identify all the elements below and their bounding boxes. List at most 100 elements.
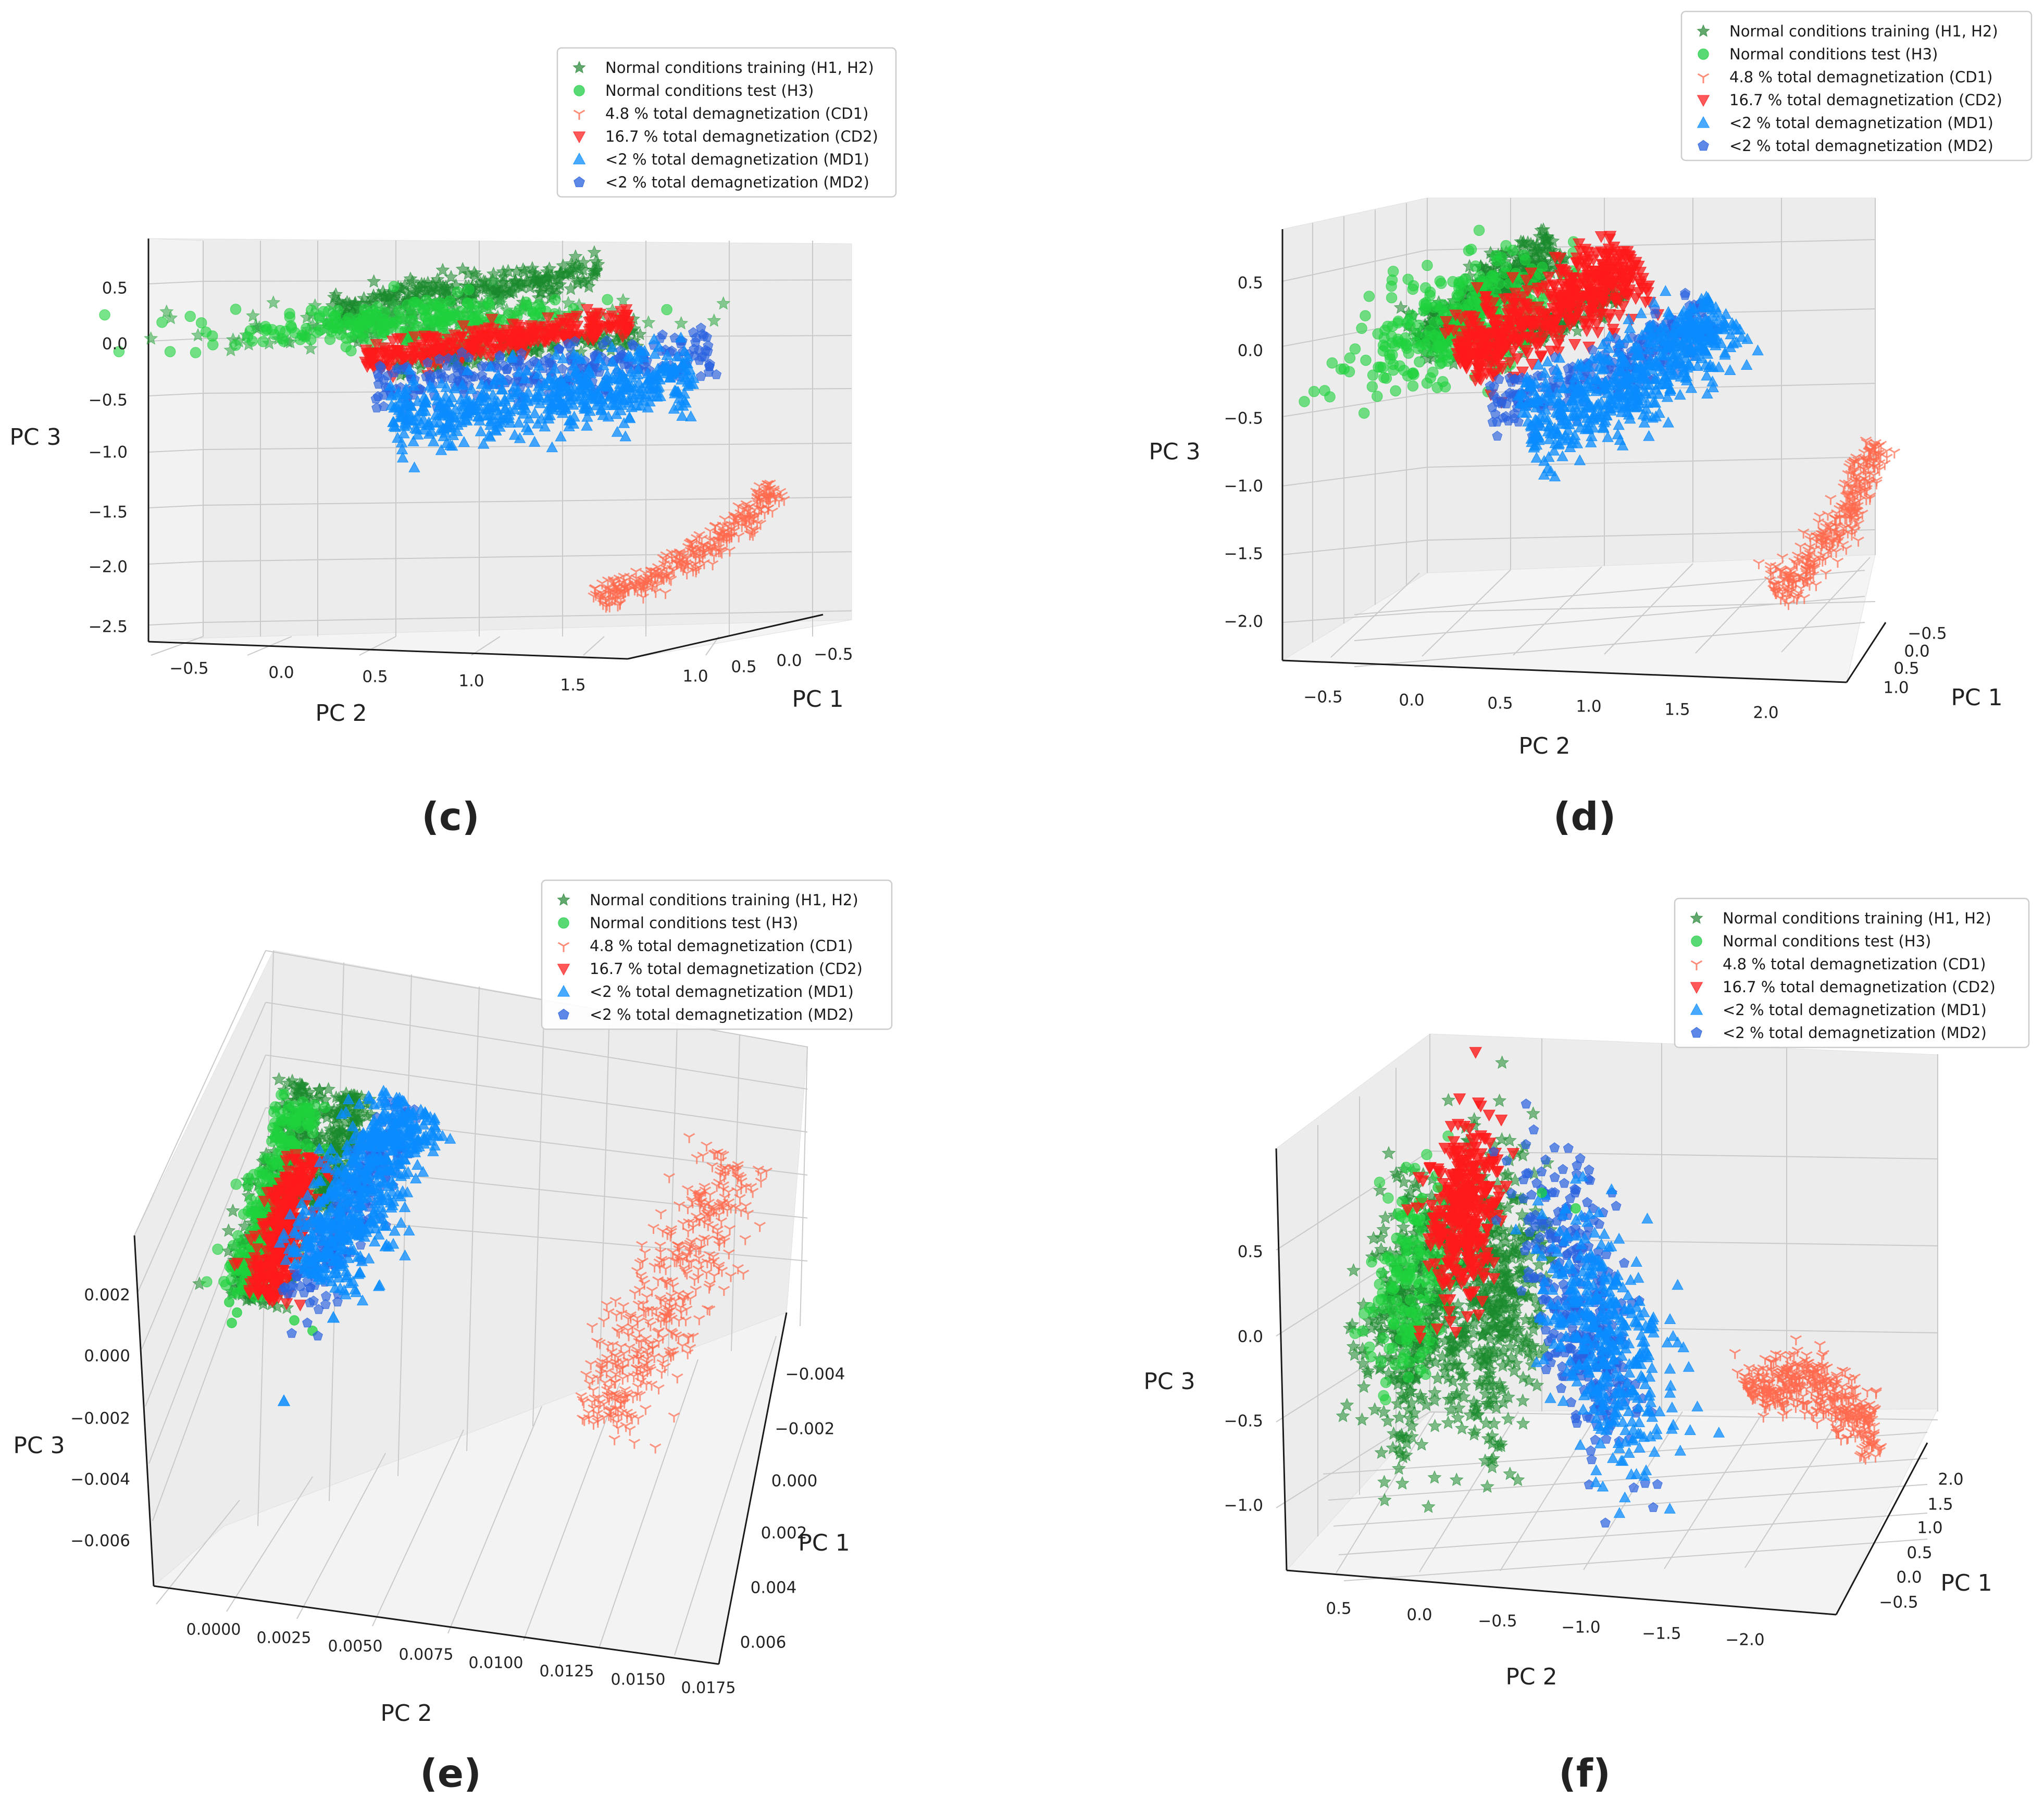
data-point — [1372, 391, 1383, 402]
pc1-tick-label: 1.0 — [682, 667, 708, 686]
data-point — [444, 269, 458, 283]
data-point — [159, 304, 174, 318]
gridline — [705, 636, 719, 656]
legend-entry: Normal conditions training (H1, H2) — [1697, 22, 1998, 40]
data-point — [385, 321, 397, 333]
data-point — [533, 276, 547, 290]
legend-marker-circle — [1698, 48, 1709, 60]
data-point — [463, 284, 475, 295]
pc1-axis-line — [627, 614, 824, 660]
legend-label: Normal conditions test (H3) — [1729, 45, 1938, 63]
pc1-tick-label: 1.0 — [1883, 679, 1909, 697]
data-point — [1407, 380, 1419, 392]
pc2-tick-label: 1.5 — [560, 676, 585, 695]
data-point — [435, 263, 450, 277]
data-point — [616, 293, 630, 307]
pc3-tick-label: 0.0 — [1238, 342, 1263, 360]
data-point — [1390, 385, 1401, 397]
pc2-axis-title: PC 2 — [1518, 733, 1570, 759]
data-point — [1299, 396, 1310, 407]
pc3-tick-label: −0.5 — [89, 391, 128, 410]
data-point — [503, 285, 518, 299]
legend-entry: <2 % total demagnetization (MD2) — [1698, 137, 1993, 155]
data-point — [549, 294, 561, 306]
data-point — [541, 270, 556, 284]
data-point — [164, 346, 176, 357]
data-point — [1401, 318, 1413, 329]
pc1-axis-title: PC 1 — [792, 686, 843, 713]
legend-label: 4.8 % total demagnetization (CD1) — [1729, 68, 1992, 86]
gridline — [203, 496, 852, 506]
data-point — [462, 298, 474, 309]
gridline — [359, 636, 396, 656]
panel-caption: (c) — [421, 795, 480, 840]
data-point — [285, 320, 297, 332]
data-point — [1518, 249, 1530, 261]
data-point — [357, 328, 369, 339]
gridline — [583, 636, 605, 656]
data-point — [190, 347, 202, 358]
data-point — [408, 285, 422, 299]
pc2-tick-label: 1.0 — [458, 672, 484, 691]
pc1-tick-label: 0.0 — [1904, 642, 1929, 661]
data-point — [1490, 249, 1502, 261]
pc2-tick-label: 0.0 — [268, 664, 294, 682]
legend-entry: Normal conditions test (H3) — [1698, 45, 1938, 63]
data-point — [1387, 349, 1398, 361]
data-point — [244, 325, 256, 336]
data-point — [1387, 266, 1399, 277]
gridline — [148, 561, 204, 565]
data-point — [1367, 369, 1379, 381]
data-point — [1401, 343, 1413, 354]
data-point — [403, 271, 418, 285]
data-point — [1382, 320, 1393, 332]
data-point — [113, 346, 125, 357]
data-point — [443, 314, 454, 326]
data-point — [1507, 244, 1519, 256]
legend-entry: Normal conditions test (H3) — [574, 82, 814, 99]
legend-label: Normal conditions test (H3) — [605, 82, 814, 99]
data-point — [324, 333, 336, 345]
pc3-tick-label: −1.5 — [89, 503, 128, 522]
data-point — [330, 312, 341, 323]
gridline — [148, 393, 204, 396]
data-point — [1402, 273, 1414, 285]
data-point — [311, 327, 323, 338]
data-point — [257, 336, 269, 347]
data-point — [1378, 372, 1390, 383]
data-point — [1425, 372, 1436, 384]
data-point — [1356, 322, 1367, 334]
data-point — [296, 329, 308, 341]
data-point — [455, 261, 470, 276]
data-point — [1386, 330, 1397, 342]
pc2-tick-label: −0.5 — [1303, 688, 1342, 707]
legend-entry: 16.7 % total demagnetization (CD2) — [572, 128, 878, 145]
pc2-tick-label: 0.5 — [362, 668, 388, 686]
data-point — [1349, 343, 1361, 355]
pc2-tick-label: 1.0 — [1576, 697, 1601, 716]
data-point — [1465, 244, 1477, 255]
legend-label: 16.7 % total demagnetization (CD2) — [605, 128, 878, 145]
data-point — [378, 329, 389, 341]
data-point — [1363, 291, 1375, 302]
data-point — [230, 340, 242, 351]
data-point — [314, 310, 326, 322]
data-point — [259, 321, 271, 332]
pc3-tick-label: −1.0 — [1224, 477, 1263, 496]
data-point — [1402, 370, 1414, 382]
data-point — [1449, 297, 1461, 309]
legend-entry: 4.8 % total demagnetization (CD1) — [573, 105, 868, 122]
data-point — [716, 296, 731, 310]
gridline — [203, 551, 852, 562]
pc3-tick-label: −2.0 — [1224, 613, 1263, 631]
data-point — [513, 305, 525, 316]
data-point — [1436, 278, 1447, 289]
pc2-tick-label: −0.5 — [169, 659, 208, 678]
data-point — [207, 339, 219, 351]
legend-label: 16.7 % total demagnetization (CD2) — [1729, 91, 2002, 109]
pc3-tick-label: 0.5 — [1238, 274, 1263, 293]
data-point — [503, 308, 515, 320]
data-point — [556, 258, 570, 272]
gridline — [148, 622, 204, 626]
